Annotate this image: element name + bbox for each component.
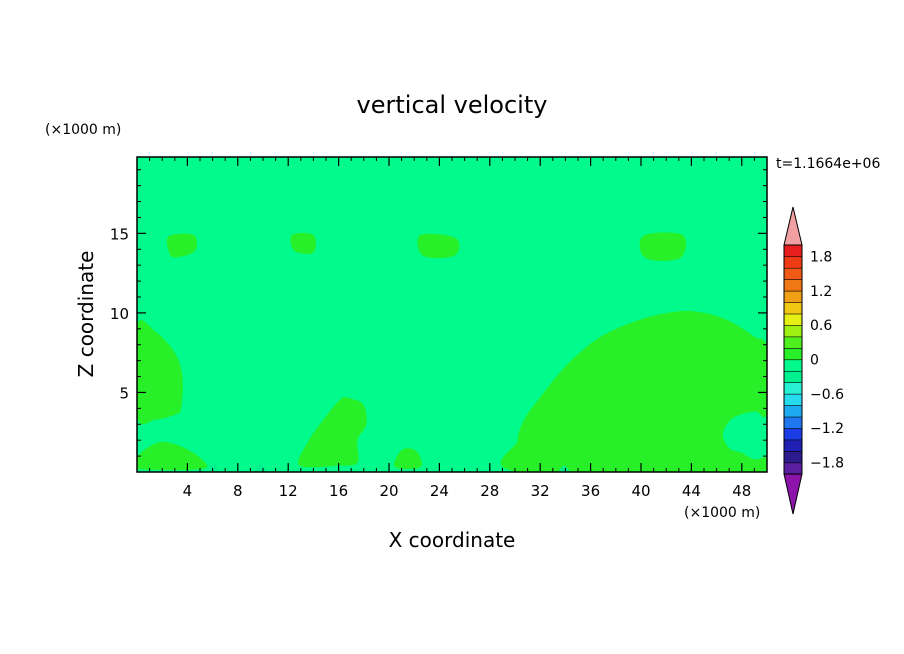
colorbar-swatch: [783, 382, 803, 395]
x-tick-label: 20: [379, 482, 398, 500]
colorbar-swatch: [783, 324, 803, 338]
x-tick-label: 32: [531, 482, 550, 500]
colorbar-over-arrow: [783, 206, 803, 246]
colorbar-swatch: [783, 267, 803, 280]
colorbar-swatch: [783, 450, 803, 464]
colorbar-swatch: [783, 359, 803, 372]
positive-velocity-region: [639, 232, 687, 261]
colorbar-swatch: [783, 279, 803, 292]
x-tick-label: 24: [430, 482, 449, 500]
x-tick-label: 36: [581, 482, 600, 500]
positive-velocity-region: [394, 448, 423, 469]
colorbar-swatch: [783, 256, 803, 269]
colorbar-tick-label: 1.2: [810, 284, 832, 300]
positive-velocity-region: [137, 320, 183, 425]
y-tick-label: 15: [110, 225, 129, 243]
positive-velocity-region: [417, 233, 460, 259]
positive-velocity-region: [297, 397, 367, 468]
colorbar-swatch: [783, 313, 803, 326]
positive-velocity-region: [290, 232, 316, 254]
colorbar-swatch: [783, 290, 803, 303]
colorbar-swatch: [783, 404, 803, 418]
negative-velocity-region: [209, 462, 218, 472]
chart-title: vertical velocity: [357, 91, 548, 119]
negative-velocity-region: [559, 465, 570, 472]
y-tick-label: 5: [119, 384, 129, 402]
colorbar-tick-label: −1.8: [810, 456, 844, 472]
colorbar-swatch: [783, 244, 803, 258]
colorbar-under-arrow: [783, 473, 803, 515]
x-unit-label: (×1000 m): [684, 505, 760, 521]
y-unit-label: (×1000 m): [45, 122, 121, 138]
colorbar-tick-label: 0.6: [810, 318, 832, 334]
colorbar-swatch: [783, 462, 803, 475]
negative-velocity-region: [255, 464, 267, 472]
x-tick-label: 12: [279, 482, 298, 500]
x-tick-label: 44: [682, 482, 701, 500]
time-label: t=1.1664e+06: [776, 156, 880, 172]
colorbar-swatch: [783, 336, 803, 349]
x-tick-label: 4: [183, 482, 193, 500]
colorbar-tick-label: 0: [810, 353, 819, 369]
x-tick-label: 8: [233, 482, 243, 500]
x-tick-label: 40: [631, 482, 650, 500]
colorbar-swatch: [783, 393, 803, 406]
x-tick-label: 16: [329, 482, 348, 500]
colorbar-swatch: [783, 301, 803, 315]
y-axis-label: Z coordinate: [74, 251, 98, 378]
colorbar-frame: [783, 244, 803, 475]
colorbar-tick-label: −1.2: [810, 421, 844, 437]
x-axis-label: X coordinate: [389, 528, 516, 552]
colorbar-tick-label: −0.6: [810, 387, 844, 403]
colorbar: 1.8 1.2 0.6 0 −0.6 −1.2 −1.8: [783, 206, 844, 515]
positive-velocity-region: [166, 233, 198, 258]
positive-velocity-region: [137, 441, 208, 471]
colorbar-swatch: [783, 427, 803, 441]
colorbar-swatch: [783, 439, 803, 452]
x-tick-label: 48: [732, 482, 751, 500]
colorbar-swatch: [783, 416, 803, 429]
x-tick-label: 28: [480, 482, 499, 500]
y-tick-label: 10: [110, 305, 129, 323]
colorbar-swatch: [783, 370, 803, 384]
colorbar-tick-label: 1.8: [810, 249, 832, 265]
colorbar-swatch: [783, 347, 803, 361]
positive-velocity-region: [500, 310, 767, 472]
